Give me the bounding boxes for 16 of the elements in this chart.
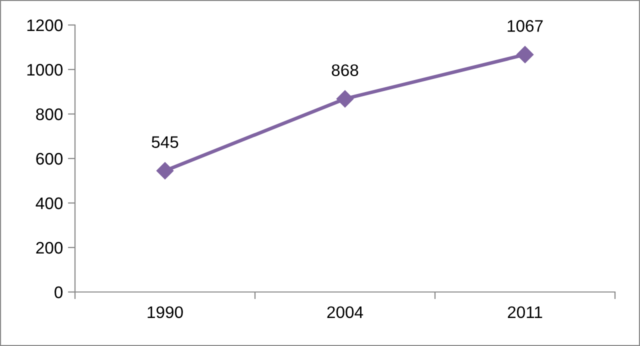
y-tick-label: 200 (36, 242, 63, 254)
y-tick-label: 400 (36, 197, 63, 210)
x-tick-label: 2011 (508, 306, 542, 318)
point (516, 46, 534, 64)
data-label: 868 (332, 64, 358, 76)
x-tick-label: 2004 (327, 306, 364, 318)
data-label: 545 (152, 136, 178, 148)
y-tick-label: 600 (36, 152, 63, 165)
point (156, 162, 174, 180)
data-label: 1067 (508, 20, 543, 32)
y-tick-label: 800 (36, 108, 63, 120)
point (336, 90, 354, 108)
y-tick-label: 1000 (27, 64, 63, 76)
y-tick-label: 0 (54, 286, 63, 298)
x-tick-label: 1990 (148, 306, 183, 318)
y-tick-label: 1200 (27, 19, 63, 32)
